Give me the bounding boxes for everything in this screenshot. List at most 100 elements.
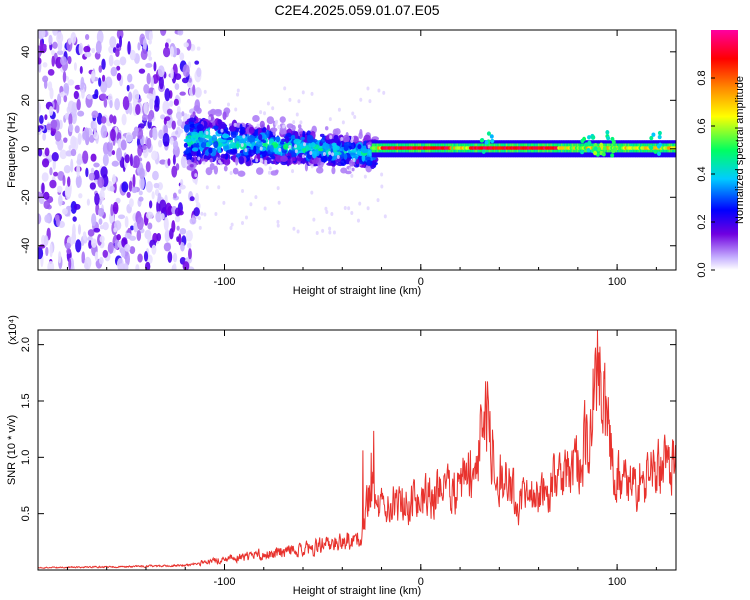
heatmap-cell [42,62,48,68]
heatmap-cell [140,49,148,61]
heatmap-cell [96,112,103,125]
heatmap-cell [310,164,314,169]
heatmap-cell [148,31,153,41]
heatmap-cell [348,167,352,172]
heatmap-cell [310,91,314,96]
heatmap-cell [188,248,192,260]
heatmap-cell [359,97,363,102]
heatmap-cell [267,170,271,175]
colorbar-tick-label: 0.6 [696,118,708,133]
heatmap-cell [114,239,119,250]
heatmap-cell [92,94,99,100]
heatmap-cell [248,149,256,156]
heatmap-cell [66,248,72,255]
heatmap-cell [135,104,141,116]
heatmap-cell [302,130,306,139]
heatmap-cell [129,235,137,241]
heatmap-cell [249,202,253,207]
heatmap-cell [56,93,62,106]
heatmap-cell [610,136,615,142]
heatmap-cell [269,144,274,153]
heatmap-cell [332,230,336,235]
heatmap-cell [200,142,207,149]
heatmap-cell [340,136,344,141]
heatmap-cell [377,88,381,93]
heatmap-cell [171,165,178,178]
heatmap-cell [143,101,150,115]
heatmap-cell [79,65,83,74]
snr-frame [37,329,677,571]
heatmap-cell [147,113,152,123]
heatmap-cell [82,150,89,164]
y-tick-label: 1.5 [20,393,32,408]
heatmap-cell [291,124,296,132]
heatmap-cell [593,142,598,148]
spectrogram-panel: -100 0 100 40 20 0 -20 -40 Height of straight … [6,29,677,297]
heatmap-cell [294,144,298,149]
heatmap-cell [324,206,328,211]
y-tick-label: -20 [20,189,32,205]
heatmap-cell [244,148,248,153]
heatmap-cell [51,55,55,67]
heatmap-cell [484,140,489,145]
heatmap-cell [45,123,53,131]
heatmap-cell [112,115,117,125]
heatmap-cell [203,89,207,94]
heatmap-cell [208,116,212,121]
heatmap-cell [102,153,109,167]
heatmap-cell [115,48,120,58]
heatmap-cell [132,173,136,188]
snr-plot-area [38,330,676,569]
heatmap-cell [195,192,199,204]
heatmap-cell [486,131,491,136]
heatmap-cell [94,251,99,262]
heatmap-cell [112,201,119,215]
heatmap-cell [114,98,121,111]
heatmap-cell [151,150,158,161]
heatmap-cell [293,138,302,145]
heatmap-cell [127,41,131,55]
heatmap-cell [116,72,122,81]
heatmap-cell [116,257,124,270]
colorbar-tick-label: 0.8 [696,70,708,85]
heatmap-cell [163,242,172,252]
snr-panel: -100 0 100 0.5 1.0 1.5 2.0 Height of straight… [6,315,677,597]
heatmap-cell [47,68,55,76]
heatmap-cell [227,102,231,107]
heatmap-cell [231,145,237,149]
heatmap-cell [124,154,130,164]
heatmap-cell [366,86,370,91]
heatmap-cell [191,134,200,139]
heatmap-cell [38,100,41,115]
heatmap-cell [137,144,143,157]
heatmap-cell [343,153,348,160]
heatmap-cell [68,123,74,133]
y-tick-label: 2.0 [20,337,32,352]
snr-x-ticks: -100 0 100 [66,330,657,588]
heatmap-cell [128,102,133,115]
heatmap-cell [84,51,92,58]
heatmap-cell [172,252,178,263]
heatmap-cell [325,209,329,214]
heatmap-cell [117,214,126,220]
heatmap-cell [489,134,494,139]
heatmap-cell [96,30,104,44]
heatmap-cell [158,75,164,90]
heatmap-cell [174,73,182,81]
heatmap-cell [605,130,610,135]
heatmap-cell [172,263,177,270]
x-tick-label: 100 [608,576,626,588]
heatmap-cell [229,171,233,176]
heatmap-cell [359,129,363,136]
heatmap-cell [194,60,200,65]
heatmap-cell [126,84,130,92]
heatmap-cell [128,91,133,103]
heatmap-cell [270,170,279,176]
heatmap-cell [73,90,79,100]
heatmap-cell [255,167,264,175]
heatmap-cell [152,88,156,101]
heatmap-cell [288,97,292,102]
heatmap-cell [135,264,140,270]
heatmap-cell [100,80,108,93]
